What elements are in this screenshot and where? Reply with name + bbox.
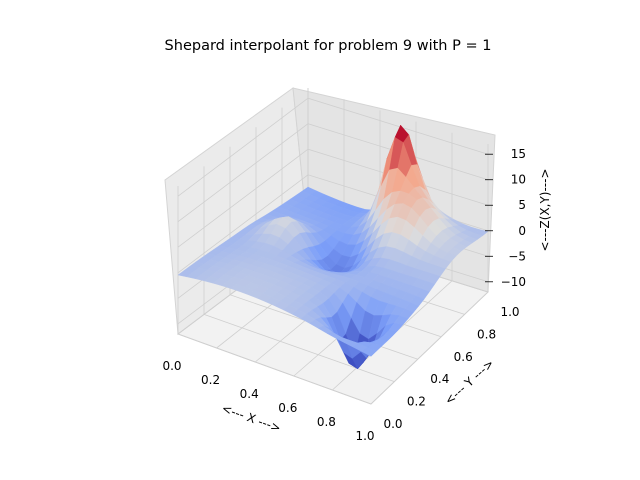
y-tick-label: 0.4 [430,372,449,386]
z-tick-label: −5 [508,249,526,263]
chart-title: Shepard interpolant for problem 9 with P… [165,38,492,54]
grid-line [177,148,489,248]
z-tick-label: 15 [511,147,526,161]
y-tick-label: 0.2 [407,395,426,409]
y-tick-label: 0.6 [454,350,473,364]
y-axis-ticks: 0.0 0.2 0.4 0.6 0.8 1.0 [383,305,519,431]
z-axis-ticks: −10 −5 0 5 10 15 [485,147,526,289]
x-tick-label: 0.0 [162,359,181,373]
z-tick-label: 0 [518,224,526,238]
grid-line [177,97,489,197]
z-tick-label: 5 [518,198,526,212]
z-tick-label: 10 [511,173,526,187]
grid-line [177,333,372,405]
x-tick-label: 1.0 [355,429,374,443]
x-tick-label: 0.4 [240,387,259,401]
x-axis-label: <--- X ---> [220,401,283,435]
x-axis-ticks: 0.0 0.2 0.4 0.6 0.8 1.0 [162,359,374,443]
z-axis-label: <---Z(X,Y)---> [538,168,552,251]
y-tick-label: 1.0 [500,305,519,319]
surface-patch [361,346,377,357]
y-axis-label: <--- Y ---> [442,356,497,407]
x-tick-label: 0.8 [317,415,336,429]
grid-line [177,123,489,223]
y-tick-label: 0.8 [477,327,496,341]
surface-plot [177,124,489,370]
grid-line [203,314,395,382]
x-tick-label: 0.6 [278,401,297,415]
x-tick-label: 0.2 [201,373,220,387]
y-tick-label: 0.0 [383,417,402,431]
grid-line [370,291,489,405]
z-tick-label: −10 [501,275,526,289]
